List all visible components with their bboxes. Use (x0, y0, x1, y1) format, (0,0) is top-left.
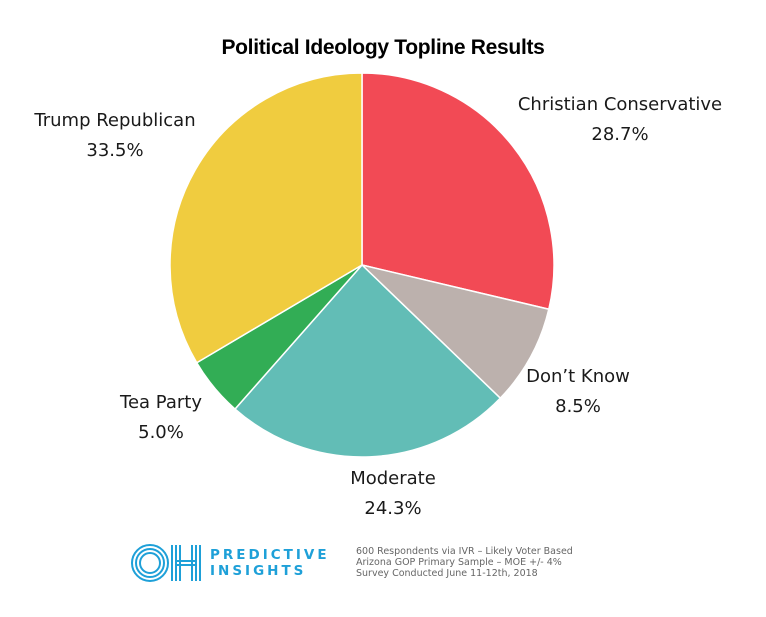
slice-label: Trump Republican (33, 110, 195, 131)
slice-label: Moderate (350, 468, 436, 489)
survey-note-respondents: 600 Respondents via IVR – Likely Voter B… (356, 546, 573, 557)
slice-value-label: 33.5% (86, 140, 143, 161)
survey-note-dates: Survey Conducted June 11-12th, 2018 (356, 568, 538, 579)
slice-label: Christian Conservative (518, 94, 722, 115)
slice-value-label: 5.0% (138, 422, 184, 443)
brand-line-1: PREDICTIVE (210, 547, 330, 563)
pie-slice-moderate (233, 263, 502, 458)
brand-name: PREDICTIVE INSIGHTS (210, 547, 330, 579)
survey-notes: 600 Respondents via IVR – Likely Voter B… (356, 546, 573, 579)
chart-title: Political Ideology Topline Results (221, 36, 545, 59)
slice-value-label: 24.3% (364, 498, 421, 519)
survey-note-sample: Arizona GOP Primary Sample – MOE +/- 4% (356, 557, 562, 568)
pie-slices (169, 72, 555, 458)
pie-labels: Christian Conservative 28.7% Don’t Know 8.5… (33, 94, 722, 519)
oh-logo-icon (131, 544, 201, 582)
slice-value-label: 8.5% (555, 396, 601, 417)
slice-label: Don’t Know (526, 366, 630, 387)
pie-slice-christian-conservative (361, 72, 555, 311)
slice-value-label: 28.7% (591, 124, 648, 145)
brand-line-2: INSIGHTS (210, 563, 307, 579)
slice-label: Tea Party (119, 392, 202, 413)
pie-slice-don-t-know (359, 263, 550, 400)
pie-slice-trump-republican (169, 72, 363, 364)
